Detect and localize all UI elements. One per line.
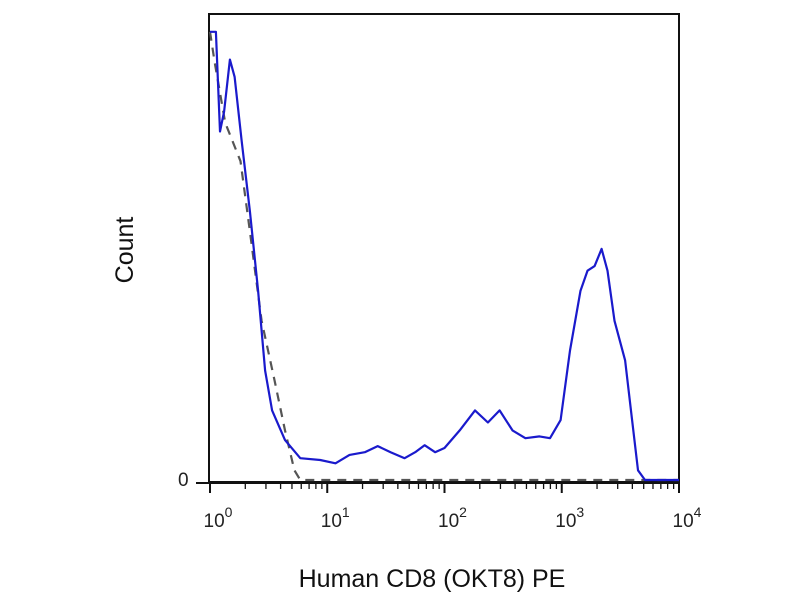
series-isotype-control (208, 31, 679, 482)
series-cd8-stained (210, 30, 679, 482)
x-tick-label: 100 (204, 504, 233, 532)
plot-frame (208, 13, 680, 483)
x-tick-label: 101 (321, 504, 350, 532)
x-tick-label: 103 (555, 504, 584, 532)
x-tick-label: 102 (438, 504, 467, 532)
x-axis-title: Human CD8 (OKT8) PE (299, 565, 566, 593)
x-axis-ticks (209, 483, 680, 493)
x-tick-label: 104 (673, 504, 702, 532)
y-axis-title: Count (111, 217, 139, 284)
y-tick-label-0: 0 (178, 470, 189, 491)
